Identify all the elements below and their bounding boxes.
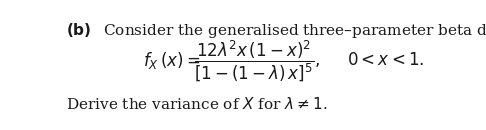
- Text: $f_X\,(x) =$: $f_X\,(x) =$: [143, 50, 200, 71]
- Text: Derive the variance of $X$ for $\lambda \neq 1$.: Derive the variance of $X$ for $\lambda …: [67, 96, 328, 112]
- Text: $0 < x < 1.$: $0 < x < 1.$: [347, 52, 424, 69]
- Text: $\mathbf{(b)}$  Consider the generalised three–parameter beta distribution with : $\mathbf{(b)}$ Consider the generalised …: [67, 21, 486, 40]
- Text: $\dfrac{12\lambda^2 x\,(1-x)^2}{[1-(1-\lambda)\,x]^5},$: $\dfrac{12\lambda^2 x\,(1-x)^2}{[1-(1-\l…: [193, 38, 320, 83]
